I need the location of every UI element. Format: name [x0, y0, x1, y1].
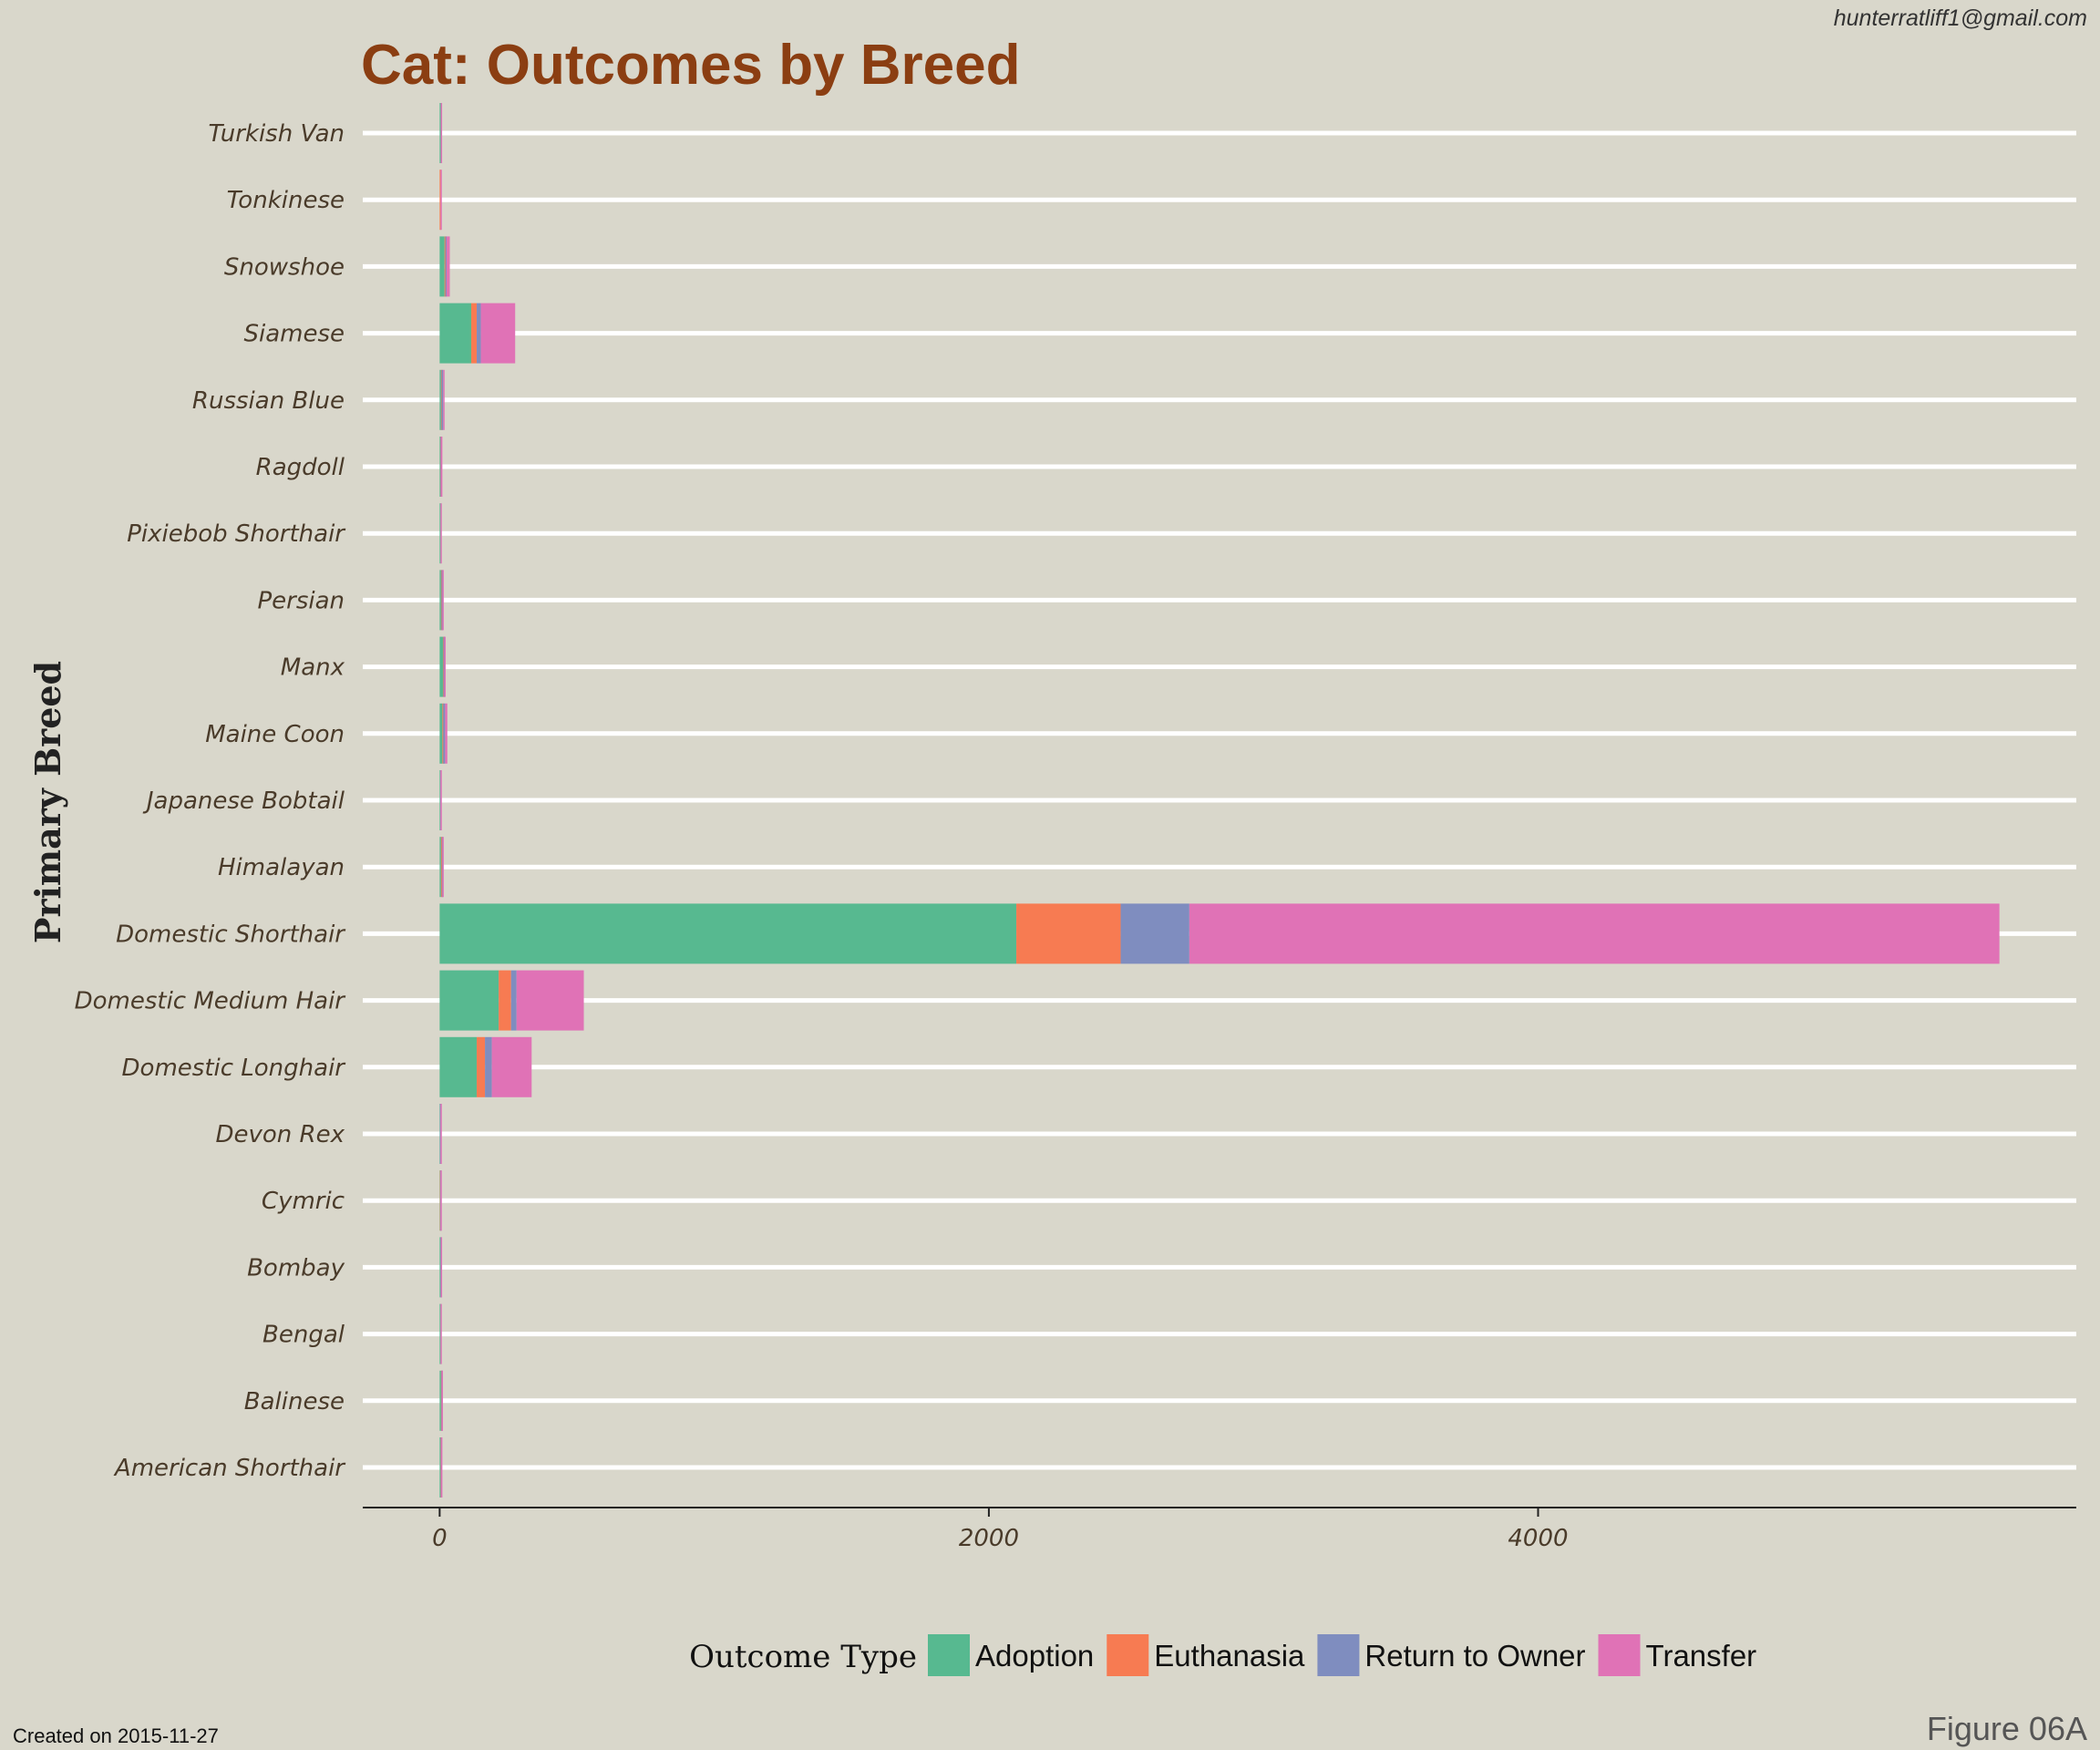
- bar-turkish-van-transfer: [440, 103, 443, 163]
- category-label-pixiebob-shorthair: Pixiebob Shorthair: [127, 520, 346, 548]
- bar-manx-return-to-owner: [443, 636, 446, 697]
- bar-pixiebob-shorthair-transfer: [440, 503, 442, 564]
- bar-domestic-shorthair-transfer: [1189, 903, 2000, 964]
- bar-persian-adoption: [439, 570, 441, 631]
- bar-snowshoe-euthanasia: [444, 236, 447, 297]
- bar-bombay-transfer: [440, 1237, 443, 1298]
- bar-cymric-transfer: [440, 1170, 442, 1231]
- legend-label-transfer: Transfer: [1646, 1639, 1757, 1673]
- bar-domestic-medium-hair-adoption: [439, 970, 499, 1031]
- bar-persian-transfer: [442, 570, 444, 631]
- bar-domestic-longhair-return-to-owner: [485, 1036, 492, 1097]
- category-label-balinese: Balinese: [244, 1388, 345, 1415]
- bar-domestic-shorthair-return-to-owner: [1120, 903, 1189, 964]
- bar-siamese-euthanasia: [471, 303, 478, 364]
- category-label-cymric: Cymric: [262, 1188, 345, 1215]
- category-label-bengal: Bengal: [262, 1322, 345, 1349]
- bar-domestic-longhair-transfer: [491, 1036, 532, 1097]
- bar-himalayan-transfer: [442, 837, 444, 898]
- bar-manx-adoption: [439, 636, 443, 697]
- bar-manx-transfer: [444, 636, 446, 697]
- legend-swatch-return-to-owner: [1317, 1634, 1360, 1676]
- bar-maine-coon-euthanasia: [442, 703, 444, 764]
- bar-bengal-transfer: [440, 1303, 442, 1364]
- bar-domestic-longhair-adoption: [439, 1036, 478, 1097]
- bars-group: [439, 103, 2000, 1498]
- category-label-devon-rex: Devon Rex: [215, 1121, 345, 1148]
- bar-devon-rex-transfer: [440, 1104, 442, 1164]
- bar-balinese-adoption: [439, 1370, 441, 1431]
- bar-tonkinese-transfer: [440, 170, 442, 231]
- bar-himalayan-euthanasia: [440, 837, 443, 898]
- bar-japanese-bobtail-transfer: [440, 770, 442, 830]
- bar-domestic-medium-hair-return-to-owner: [510, 970, 517, 1031]
- legend-label-adoption: Adoption: [975, 1639, 1094, 1673]
- chart-title: Cat: Outcomes by Breed: [361, 34, 1021, 97]
- bar-domestic-medium-hair-euthanasia: [499, 970, 511, 1031]
- category-label-russian-blue: Russian Blue: [192, 387, 345, 415]
- category-label-bombay: Bombay: [247, 1254, 345, 1282]
- category-label-siamese: Siamese: [243, 321, 345, 348]
- category-label-persian: Persian: [257, 587, 345, 614]
- bar-american-shorthair-adoption: [439, 1437, 441, 1498]
- bar-snowshoe-return-to-owner: [445, 236, 448, 297]
- bar-tonkinese-euthanasia: [439, 170, 441, 231]
- legend-label-return-to-owner: Return to Owner: [1364, 1639, 1585, 1673]
- category-label-snowshoe: Snowshoe: [224, 253, 345, 281]
- author-email: hunterratliff1@gmail.com: [1834, 5, 2087, 31]
- bar-ragdoll-transfer: [440, 437, 443, 497]
- category-label-himalayan: Himalayan: [218, 854, 345, 881]
- legend: Outcome Type Adoption Euthanasia Return to…: [689, 1634, 1756, 1676]
- bar-domestic-shorthair-adoption: [439, 903, 1017, 964]
- category-label-domestic-shorthair: Domestic Shorthair: [116, 921, 346, 948]
- bar-russian-blue-adoption: [439, 369, 441, 430]
- grid-lines: [363, 130, 2076, 1470]
- category-label-manx: Manx: [281, 654, 345, 682]
- x-axis-ticks: 0 2000 4000: [432, 1508, 1569, 1552]
- bar-russian-blue-return-to-owner: [441, 369, 444, 430]
- bar-bengal-adoption: [439, 1303, 441, 1364]
- y-axis-title: Primary Breed: [27, 661, 68, 943]
- category-label-domestic-longhair: Domestic Longhair: [122, 1055, 347, 1082]
- bar-maine-coon-adoption: [439, 703, 443, 764]
- figure-label: Figure 06A: [1927, 1710, 2087, 1747]
- category-label-turkish-van: Turkish Van: [208, 120, 345, 148]
- legend-swatch-euthanasia: [1107, 1634, 1149, 1676]
- bar-snowshoe-adoption: [439, 236, 445, 297]
- bar-balinese-transfer: [441, 1370, 443, 1431]
- bar-maine-coon-transfer: [445, 703, 448, 764]
- bar-pixiebob-shorthair-adoption: [439, 503, 441, 564]
- category-labels: Turkish Van Tonkinese Snowshoe Siamese Russi…: [75, 120, 347, 1482]
- bar-turkish-van-adoption: [439, 103, 441, 163]
- bar-bombay-adoption: [439, 1237, 441, 1298]
- bar-himalayan-adoption: [439, 837, 441, 898]
- x-tick-label-4000: 4000: [1508, 1525, 1568, 1552]
- category-label-maine-coon: Maine Coon: [205, 721, 345, 748]
- bar-domestic-medium-hair-transfer: [516, 970, 584, 1031]
- category-label-domestic-medium-hair: Domestic Medium Hair: [75, 988, 347, 1015]
- bar-siamese-return-to-owner: [477, 303, 481, 364]
- category-label-tonkinese: Tonkinese: [227, 187, 345, 214]
- x-tick-label-2000: 2000: [959, 1525, 1019, 1552]
- legend-title: Outcome Type: [689, 1639, 917, 1675]
- bar-maine-coon-return-to-owner: [443, 703, 446, 764]
- bar-snowshoe-transfer: [446, 236, 450, 297]
- bar-siamese-transfer: [480, 303, 516, 364]
- created-date: Created on 2015-11-27: [13, 1724, 219, 1747]
- bar-american-shorthair-transfer: [440, 1437, 443, 1498]
- bar-persian-return-to-owner: [441, 570, 443, 631]
- bar-domestic-shorthair-euthanasia: [1016, 903, 1121, 964]
- bar-siamese-adoption: [439, 303, 472, 364]
- legend-swatch-adoption: [928, 1634, 970, 1676]
- bar-domestic-longhair-euthanasia: [477, 1036, 486, 1097]
- category-label-american-shorthair: American Shorthair: [113, 1455, 346, 1482]
- category-label-ragdoll: Ragdoll: [256, 454, 345, 481]
- category-label-japanese-bobtail: Japanese Bobtail: [142, 788, 345, 815]
- bar-russian-blue-transfer: [443, 369, 445, 430]
- legend-swatch-transfer: [1598, 1634, 1641, 1676]
- x-tick-label-0: 0: [432, 1525, 448, 1552]
- legend-label-euthanasia: Euthanasia: [1154, 1639, 1305, 1673]
